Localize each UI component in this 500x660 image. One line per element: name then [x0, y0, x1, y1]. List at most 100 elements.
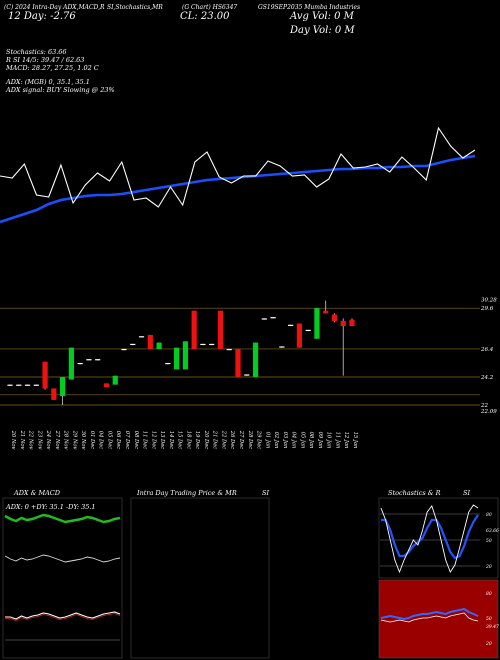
date-tick-label: 22 Nov: [28, 430, 34, 450]
stoch-d-line: [381, 514, 479, 560]
date-tick-label: 11 Dec: [142, 431, 148, 449]
avg-volume: Avg Vol: 0 M: [290, 11, 354, 22]
header-title-3: (G Chart) HS6347: [182, 4, 238, 11]
date-axis: 20 Nov 21 Nov 22 Nov 23 Nov 24 Nov 27 Nov 28 N…: [10, 430, 358, 450]
candle-body: [138, 336, 145, 338]
candle-body: [42, 361, 48, 389]
stoch-tick-label: 50: [486, 538, 492, 544]
candle-body: [323, 310, 329, 314]
date-tick-label: 15 Dec: [177, 431, 183, 449]
candle-body: [235, 348, 241, 377]
candle-body: [24, 384, 31, 386]
price-tick-label: 29.6: [480, 306, 494, 312]
candle-body: [244, 374, 250, 376]
candle-body: [68, 347, 74, 380]
candle-body: [288, 324, 294, 326]
price-tick-label: 30.28: [481, 298, 497, 304]
macd-readout: MACD: 28.27, 27.25, 1.02 C: [6, 64, 99, 72]
candle-body: [7, 384, 13, 386]
date-tick-label: 13 Dec: [159, 431, 165, 449]
candle-body: [217, 310, 224, 349]
candle-body: [191, 310, 197, 349]
candle-body: [165, 362, 171, 365]
adx-values-label: ADX: 0 +DY: 35.1 -DY: 35.1: [5, 503, 96, 511]
stochastics-panel: [378, 497, 499, 579]
date-tick-label: 24 Nov: [45, 430, 51, 450]
candle-body: [86, 359, 92, 361]
rsi-signal-line: [380, 612, 479, 623]
candle-body: [16, 384, 22, 386]
candle-body: [314, 308, 320, 339]
rsi-readout: R SI 14/5: 39.47 / 62.63: [6, 56, 85, 64]
date-tick-label: 29 Dec: [256, 430, 262, 449]
price-tick-label: 22: [480, 403, 488, 409]
candle-body: [200, 343, 206, 346]
macd-line: [5, 611, 121, 620]
date-tick-label: 04 Jan: [291, 432, 297, 449]
date-tick-label: 20 Nov: [10, 430, 16, 450]
day-volume: Day Vol: 0 M: [290, 25, 355, 36]
candle-body: [296, 323, 302, 348]
price-lines-layer: [0, 126, 476, 224]
candle-body: [331, 314, 338, 321]
candle-body: [174, 347, 180, 370]
stoch-tick-label: 20: [485, 564, 492, 570]
panel-lines: 80 50 20 63.66 80 50 20 39.47: [4, 504, 499, 647]
date-tick-label: 23 Nov: [36, 430, 42, 450]
stoch-tick-label: 63.66: [486, 528, 499, 534]
candle-body: [33, 384, 39, 386]
date-tick-label: 30 Nov: [80, 431, 86, 450]
date-tick-label: 06 Dec: [115, 431, 121, 449]
candle-body: [252, 342, 259, 377]
rsi-tick-label: 80: [486, 591, 492, 597]
candle-body: [112, 375, 118, 385]
candles-layer: [7, 300, 355, 405]
date-tick-label: 14 Dec: [168, 431, 174, 449]
date-tick-label: 20 Dec: [203, 430, 209, 449]
date-tick-label: 04 Dec: [98, 431, 104, 449]
date-tick-label: 07 Dec: [124, 431, 130, 449]
stochastics-readout: Stochastics: 63.66: [6, 48, 67, 56]
candle-body: [340, 320, 346, 327]
rsi-panel: [378, 579, 499, 659]
date-tick-label: 15 Jan: [352, 432, 358, 449]
date-tick-label: 09 Jan: [317, 432, 323, 449]
date-tick-label: 28 Nov: [63, 430, 69, 450]
date-tick-label: 11 Jan: [334, 432, 340, 449]
intraday-panel-si: SI: [262, 489, 270, 497]
candle-body: [130, 343, 136, 346]
candle-body: [270, 317, 276, 319]
stoch-rsi-panel-si: SI: [463, 489, 471, 497]
date-tick-label: 02 Jan: [273, 432, 279, 449]
candle-body: [95, 359, 101, 361]
macd-signal-line: [5, 613, 121, 621]
date-tick-label: 28 Dec: [247, 430, 253, 449]
header-title-2: SI,Stochastics,MR: [107, 4, 163, 11]
candle-body: [77, 362, 83, 365]
date-tick-label: 19 Dec: [194, 431, 200, 449]
close-price: CL: 23.00: [180, 11, 230, 22]
adx-white-line: [4, 554, 121, 563]
stoch-rsi-panel-title: Stochastics & R: [388, 489, 441, 497]
candle-body: [156, 342, 162, 349]
stoch-tick-label: 80: [486, 512, 492, 518]
price-tick-label: 26.4: [480, 347, 494, 353]
adx-signal-readout: ADX signal: BUY Slowing @ 23%: [6, 86, 115, 94]
date-tick-label: 12 Dec: [150, 431, 156, 449]
date-tick-label: 08 Dec: [133, 431, 139, 449]
price-tick-label: 22.09: [480, 409, 497, 415]
date-tick-label: 05 Jan: [299, 432, 305, 449]
date-tick-label: 05 Dec: [106, 431, 112, 449]
date-tick-label: 27 Dec: [238, 430, 244, 449]
candle-body: [182, 341, 188, 370]
date-tick-label: 10 Jan: [326, 432, 332, 449]
date-tick-label: 18 Dec: [185, 431, 191, 449]
intraday-panel-title: Intra Day Trading Price & MR: [137, 489, 237, 497]
candle-body: [279, 346, 285, 348]
adx-macd-panel-title: ADX & MACD: [14, 489, 60, 497]
rsi-tick-label: 39.47: [486, 624, 499, 630]
date-tick-label: 01 Dec: [89, 431, 95, 449]
day-change: 12 Day: -2.76: [8, 11, 76, 22]
adx-macd-panel: [2, 497, 123, 659]
